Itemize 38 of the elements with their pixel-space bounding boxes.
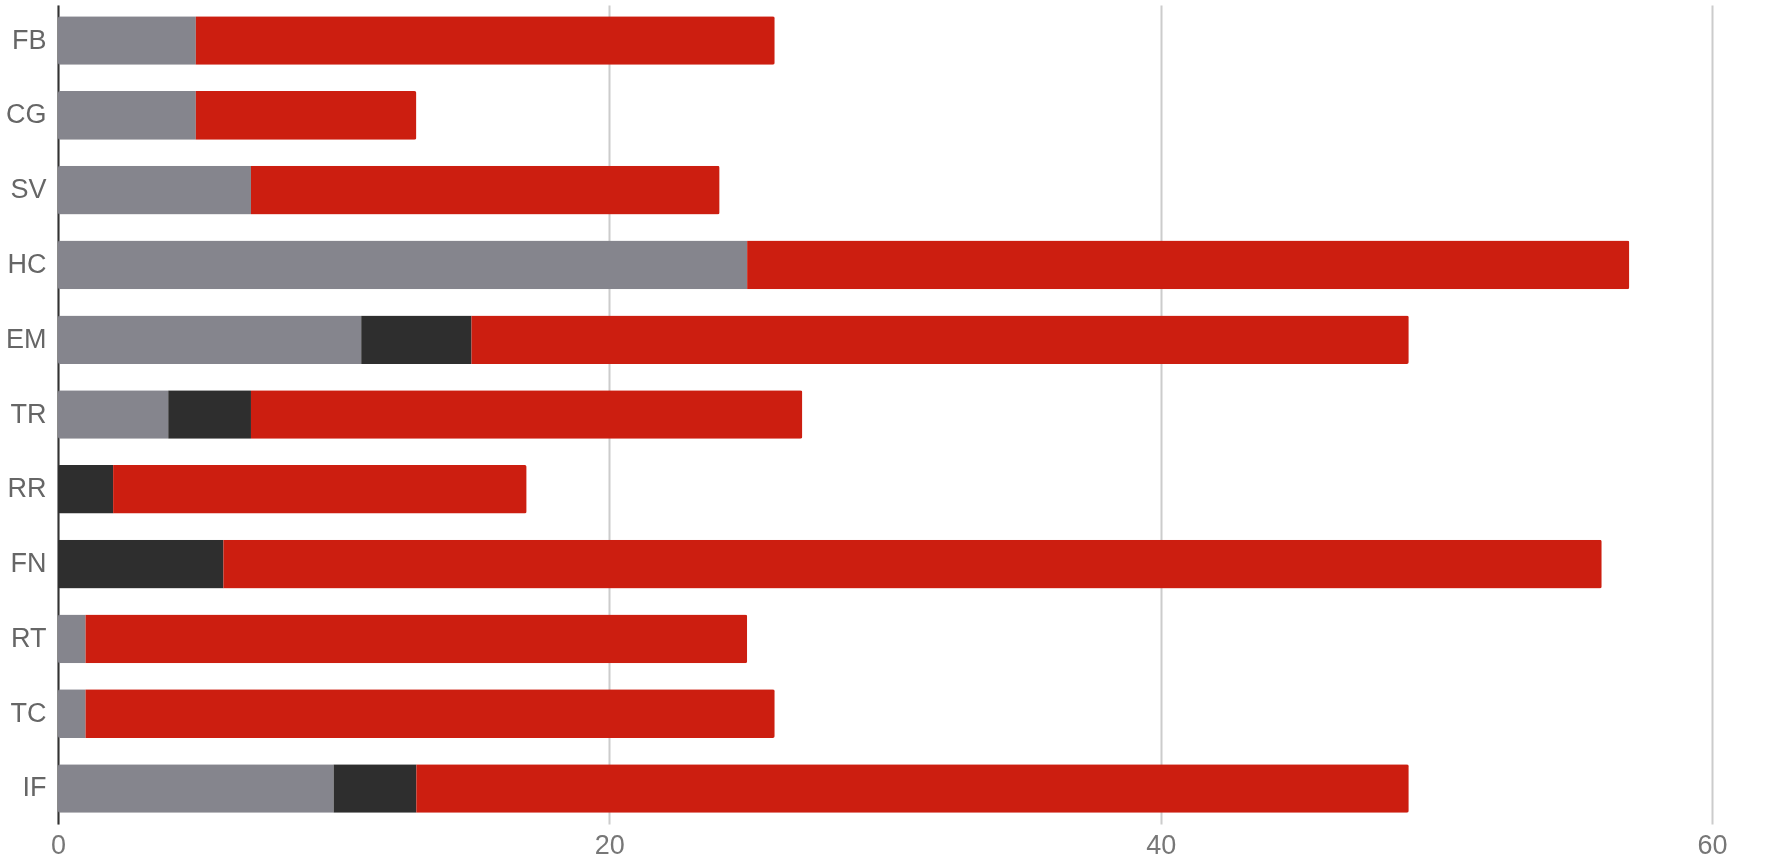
y-tick-label: TR [10,398,47,429]
x-tick-label: 0 [50,829,67,860]
bar [333,764,417,813]
bar [85,614,748,664]
bar [85,689,775,738]
y-tick-label: RT [10,622,47,653]
y-tick-label: CG [6,99,47,130]
bar [250,165,720,215]
bar [250,390,803,439]
bar [747,240,1630,290]
bar [58,165,251,215]
x-tick-label: 40 [1146,829,1177,860]
bar [58,614,86,664]
bar [471,315,1409,365]
y-tick-label: IF [22,772,47,803]
bar [195,91,417,140]
bar [58,764,334,813]
y-tick-label: EM [6,323,47,354]
bar [416,764,1409,813]
bar [223,539,1602,589]
x-tick-label: 60 [1697,829,1728,860]
bar [58,91,196,140]
bar [168,390,251,439]
y-tick-label: FN [10,548,47,579]
y-tick-label: HC [7,248,47,279]
bar [58,240,748,290]
bar [113,464,527,514]
y-tick-label: RR [7,473,47,504]
bar [58,315,362,365]
y-tick-label: SV [10,174,47,205]
y-tick-label: TC [10,697,47,728]
bar [195,16,775,65]
bar [58,689,86,738]
x-tick-label: 20 [594,829,625,860]
bar [58,16,196,65]
bar [361,315,472,365]
bar [58,390,169,439]
y-tick-label: FB [11,24,47,55]
